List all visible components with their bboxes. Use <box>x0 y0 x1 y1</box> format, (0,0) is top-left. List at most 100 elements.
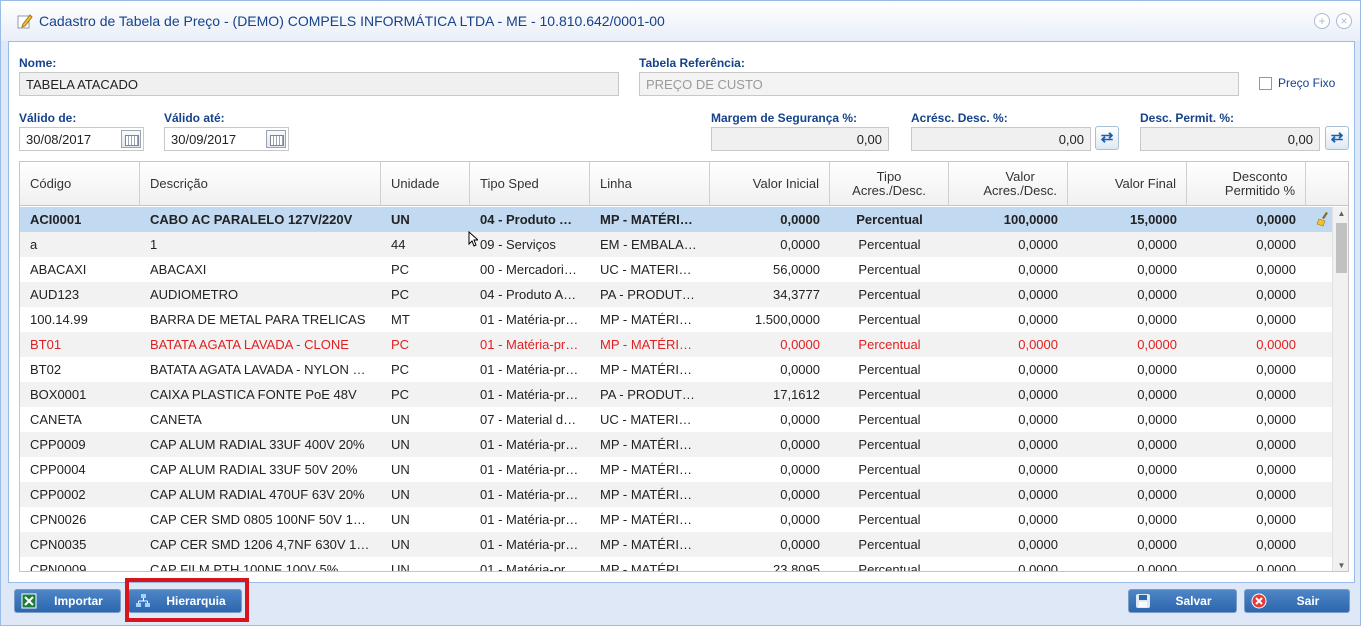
table-row[interactable]: BOX0001 CAIXA PLASTICA FONTE PoE 48V PC 01 … <box>20 382 1332 407</box>
margem-seguranca-label: Margem de Segurança %: <box>711 111 858 125</box>
cell-valor-final: 0,0000 <box>1137 562 1177 572</box>
exit-icon <box>1251 593 1267 609</box>
cell-linha: MP - MATÉRIA-PRIMA <box>600 437 710 452</box>
calendar-icon[interactable] <box>121 130 141 148</box>
scroll-thumb[interactable] <box>1336 223 1347 273</box>
valido-ate-date-input[interactable]: 30/09/2017 <box>164 127 289 151</box>
table-row[interactable]: AUD123 AUDIOMETRO PC 04 - Produto Acabado PA… <box>20 282 1332 307</box>
checkbox-box[interactable] <box>1259 76 1272 90</box>
cell-valor-final: 0,0000 <box>1137 362 1177 377</box>
importar-button[interactable]: Importar <box>14 589 121 613</box>
col-desconto-permitido[interactable]: Desconto Permitido % <box>1187 162 1306 206</box>
sair-button[interactable]: Sair <box>1244 589 1350 613</box>
cell-linha: MP - MATÉRIA-PRIMA <box>600 337 710 352</box>
table-row[interactable]: CPN0035 CAP CER SMD 1206 4,7NF 630V 10% UN… <box>20 532 1332 557</box>
grid-scrollbar[interactable]: ▲ ▼ <box>1332 207 1348 571</box>
cell-desconto: 0,0000 <box>1256 287 1296 302</box>
cell-desconto: 0,0000 <box>1256 312 1296 327</box>
col-tipo-line2: Acres./Desc. <box>852 183 926 198</box>
col-valor-inicial[interactable]: Valor Inicial <box>710 162 830 206</box>
cell-descricao: CAP ALUM RADIAL 470UF 63V 20% <box>150 487 365 502</box>
acresc-desc-label: Acrésc. Desc. %: <box>911 111 1008 125</box>
scroll-down-arrow-icon[interactable]: ▼ <box>1337 561 1346 570</box>
cell-linha: MP - MATÉRIA-PRIMA <box>600 312 710 327</box>
cell-desconto: 0,0000 <box>1256 387 1296 402</box>
col-linha[interactable]: Linha <box>590 162 710 206</box>
cell-valor-final: 0,0000 <box>1137 237 1177 252</box>
close-tool-icon[interactable]: × <box>1336 13 1352 29</box>
cell-linha: PA - PRODUTO ACABADO <box>600 287 710 302</box>
col-tipo-acres-desc[interactable]: Tipo Acres./Desc. <box>830 162 949 206</box>
salvar-button[interactable]: Salvar <box>1128 589 1237 613</box>
cell-tipo: Percentual <box>858 237 921 252</box>
table-row[interactable]: CPP0009 CAP ALUM RADIAL 33UF 400V 20% UN 01… <box>20 432 1332 457</box>
cell-desconto: 0,0000 <box>1256 487 1296 502</box>
calendar-icon[interactable] <box>266 130 286 148</box>
cell-tipo-sped: 07 - Material de Uso e Consumo <box>480 412 590 427</box>
cell-valor-final: 0,0000 <box>1137 512 1177 527</box>
cell-desconto: 0,0000 <box>1256 437 1296 452</box>
cell-unidade: UN <box>391 412 410 427</box>
col-desconto-line2: Permitido % <box>1224 183 1295 198</box>
cell-linha: EM - EMBALAGENS <box>600 237 710 252</box>
cell-linha: MP - MATÉRIA-PRIMA <box>600 362 710 377</box>
table-row[interactable]: BT02 BATATA AGATA LAVADA - NYLON 1KG PC 01 … <box>20 357 1332 382</box>
table-row[interactable]: ACI0001 CABO AC PARALELO 127V/220V UN 04 - … <box>20 207 1332 232</box>
nome-input[interactable]: TABELA ATACADO <box>19 72 619 96</box>
cell-tipo: Percentual <box>858 287 921 302</box>
sair-label: Sair <box>1296 594 1320 608</box>
cell-linha: MP - MATÉRIA-PRIMA <box>600 562 710 572</box>
cell-valor-inicial: 0,0000 <box>780 412 820 427</box>
table-row[interactable]: a 1 44 09 - Serviços EM - EMBALAGENS 0,0000 Pe… <box>20 232 1332 257</box>
table-row[interactable]: CPP0002 CAP ALUM RADIAL 470UF 63V 20% UN 01… <box>20 482 1332 507</box>
refresh-icon: ⇄ <box>1330 129 1344 146</box>
cell-valor-final: 0,0000 <box>1137 412 1177 427</box>
col-codigo[interactable]: Código <box>20 162 140 206</box>
table-row[interactable]: CPN0009 CAP FILM PTH 100NF 100V 5% UN 01 - … <box>20 557 1332 572</box>
cell-desconto: 0,0000 <box>1256 362 1296 377</box>
cell-valor-final: 0,0000 <box>1137 537 1177 552</box>
cell-codigo: CPN0009 <box>30 562 87 572</box>
table-row[interactable]: CPP0004 CAP ALUM RADIAL 33UF 50V 20% UN 01 … <box>20 457 1332 482</box>
cell-codigo: BT02 <box>30 362 62 377</box>
desc-permit-input[interactable]: 0,00 <box>1140 127 1320 151</box>
acresc-desc-input[interactable]: 0,00 <box>911 127 1091 151</box>
refresh-desc-button[interactable]: ⇄ <box>1325 126 1349 150</box>
maximize-tool-icon[interactable]: + <box>1314 13 1330 29</box>
cell-tipo: Percentual <box>858 562 921 572</box>
cell-valor-acres: 0,0000 <box>1018 287 1058 302</box>
preco-fixo-checkbox[interactable]: Preço Fixo <box>1259 76 1335 90</box>
cell-tipo-sped: 01 - Matéria-prima <box>480 437 587 452</box>
salvar-label: Salvar <box>1175 594 1212 608</box>
preco-fixo-label: Preço Fixo <box>1278 76 1336 90</box>
scroll-up-arrow-icon[interactable]: ▲ <box>1337 209 1346 218</box>
col-valor-final[interactable]: Valor Final <box>1068 162 1187 206</box>
save-icon <box>1135 593 1151 609</box>
cell-linha: MP - MATÉRIA-PRIMA <box>600 212 710 227</box>
cell-descricao: CANETA <box>150 412 202 427</box>
cell-unidade: PC <box>391 337 410 352</box>
tabela-referencia-input[interactable]: PREÇO DE CUSTO <box>639 72 1239 96</box>
col-unidade[interactable]: Unidade <box>381 162 470 206</box>
col-tipo-sped[interactable]: Tipo Sped <box>470 162 590 206</box>
col-valor-line2: Acres./Desc. <box>983 183 1057 198</box>
hierarquia-button[interactable]: Hierarquia <box>128 589 242 613</box>
table-row[interactable]: CANETA CANETA UN 07 - Material de Uso e Con… <box>20 407 1332 432</box>
col-valor-acres-desc[interactable]: Valor Acres./Desc. <box>949 162 1068 206</box>
refresh-acresc-button[interactable]: ⇄ <box>1095 126 1119 150</box>
broom-clear-icon[interactable] <box>1306 207 1332 232</box>
table-row[interactable]: ABACAXI ABACAXI PC 00 - Mercadoria para Rev… <box>20 257 1332 282</box>
cell-desconto: 0,0000 <box>1256 512 1296 527</box>
table-row[interactable]: BT01 BATATA AGATA LAVADA - CLONE PC 01 - Ma… <box>20 332 1332 357</box>
table-row[interactable]: 100.14.99 BARRA DE METAL PARA TRELICAS MT 0… <box>20 307 1332 332</box>
valido-de-date-input[interactable]: 30/08/2017 <box>19 127 144 151</box>
cell-tipo: Percentual <box>858 512 921 527</box>
col-descricao[interactable]: Descrição <box>140 162 381 206</box>
margem-seguranca-input[interactable]: 0,00 <box>711 127 889 151</box>
cell-codigo: CPP0004 <box>30 462 86 477</box>
cell-descricao: CAIXA PLASTICA FONTE PoE 48V <box>150 387 357 402</box>
cell-codigo: ACI0001 <box>30 212 82 227</box>
pencil-edit-icon <box>17 13 33 29</box>
table-row[interactable]: CPN0026 CAP CER SMD 0805 100NF 50V 10% UN 0… <box>20 507 1332 532</box>
